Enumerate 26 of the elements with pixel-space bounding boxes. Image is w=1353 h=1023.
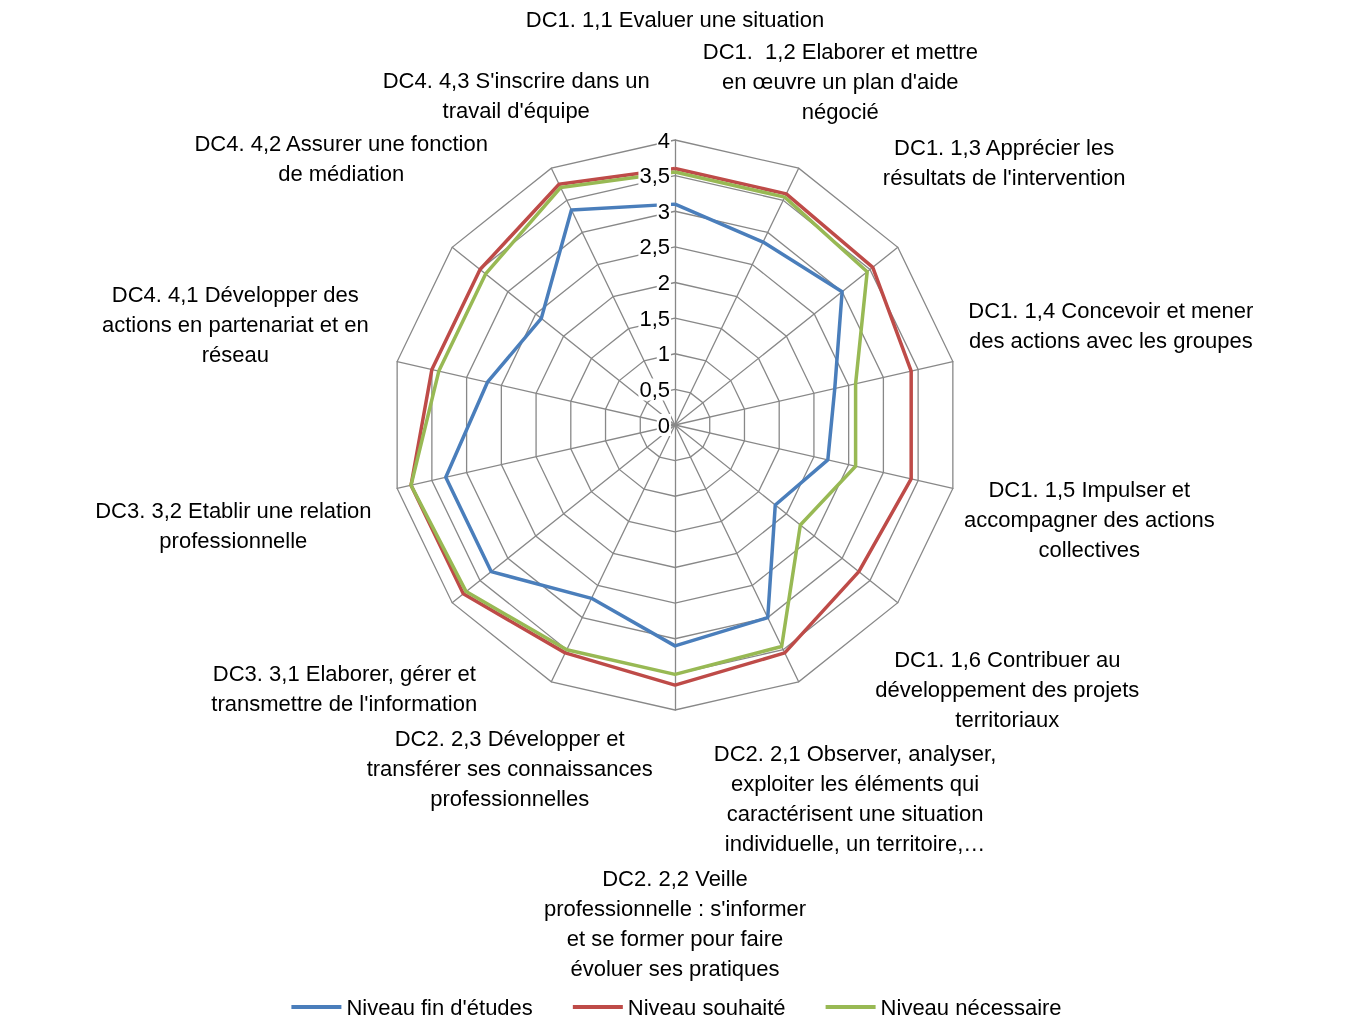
legend-label: Niveau souhaité (627, 994, 786, 1020)
legend-label: Niveau fin d'études (346, 994, 533, 1020)
spoke-label: DC1. 1,3 Apprécier les résultats de l'intervention (882, 135, 1126, 191)
y-tick-label: 0,5 (639, 376, 670, 402)
spoke-label: DC1. 1,2 Elaborer et mettre en œuvre un plan d'aide négocié (702, 39, 978, 125)
y-tick-label: 2 (657, 270, 670, 295)
spoke-label: DC1. 1,6 Contribuer au développement des projets territoriaux (875, 647, 1140, 733)
y-tick-label: 2,5 (639, 234, 670, 260)
y-tick-label: 1 (657, 341, 670, 367)
spoke-label: DC4. 4,1 Développer des actions en partenariat et en réseau (101, 282, 369, 368)
spoke-label: DC2. 2,1 Observer, analyser, exploiter les éléments qui caractérisent une situation individuelle, un territoire,… (713, 741, 997, 857)
y-tick-label: 4 (657, 127, 670, 153)
y-tick-label: 0 (657, 412, 670, 438)
spoke-label: DC3. 3,1 Elaborer, gérer et transmettre de l'information (211, 661, 478, 717)
spoke-label: DC2. 2,2 Veille professionnelle : s'informer et se former pour faire évoluer ses pratiques (543, 865, 807, 981)
y-tick-label: 3,5 (639, 163, 670, 189)
spoke-label: DC2. 2,3 Développer et transférer ses connaissances professionnelles (366, 725, 653, 811)
spoke-label: DC4. 4,2 Assurer une fonction de médiation (194, 131, 488, 187)
legend-label: Niveau nécessaire (880, 994, 1062, 1020)
y-tick-label: 3 (657, 198, 670, 224)
y-tick-label: 1,5 (639, 305, 670, 331)
spoke-label: DC3. 3,2 Etablir une relation professionnelle (95, 498, 372, 554)
spoke-label: DC1. 1,5 Impulser et accompagner des actions collectives (963, 477, 1215, 563)
spoke-label: DC4. 4,3 S'inscrire dans un travail d'équipe (382, 67, 650, 123)
spoke-label: DC1. 1,1 Evaluer une situation (525, 6, 825, 32)
spoke-label: DC1. 1,4 Concevoir et mener des actions avec les groupes (968, 298, 1254, 354)
